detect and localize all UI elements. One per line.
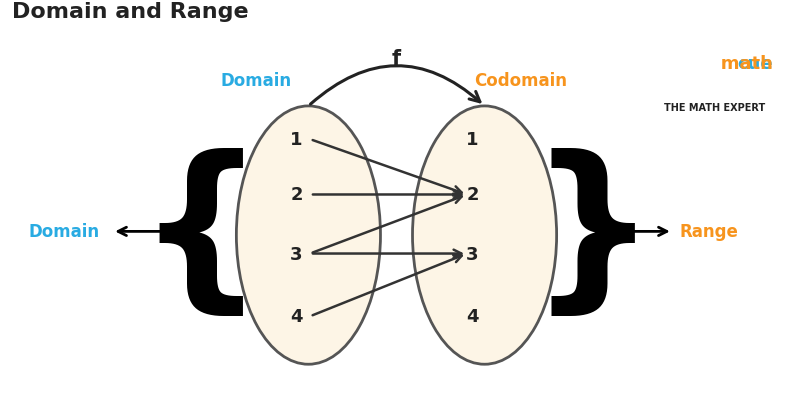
Text: 1: 1 bbox=[466, 131, 479, 149]
Text: 2: 2 bbox=[290, 186, 303, 204]
Text: Domain and Range: Domain and Range bbox=[12, 2, 249, 22]
Text: 4: 4 bbox=[290, 308, 303, 326]
Text: 3: 3 bbox=[290, 245, 303, 263]
Text: Domain: Domain bbox=[28, 223, 100, 241]
Text: f: f bbox=[392, 49, 401, 69]
Text: }: } bbox=[528, 148, 657, 323]
Ellipse shape bbox=[413, 107, 557, 364]
Text: math: math bbox=[702, 55, 773, 73]
Text: 4: 4 bbox=[466, 308, 479, 326]
Text: Range: Range bbox=[680, 223, 738, 241]
Text: THE MATH EXPERT: THE MATH EXPERT bbox=[663, 103, 765, 113]
Text: Domain: Domain bbox=[221, 72, 292, 90]
Text: Codomain: Codomain bbox=[474, 72, 567, 90]
Ellipse shape bbox=[236, 107, 380, 364]
Text: 3: 3 bbox=[466, 245, 479, 263]
Text: {: { bbox=[136, 148, 265, 323]
Text: 1: 1 bbox=[290, 131, 303, 149]
Text: cue: cue bbox=[737, 55, 773, 73]
Text: 2: 2 bbox=[466, 186, 479, 204]
